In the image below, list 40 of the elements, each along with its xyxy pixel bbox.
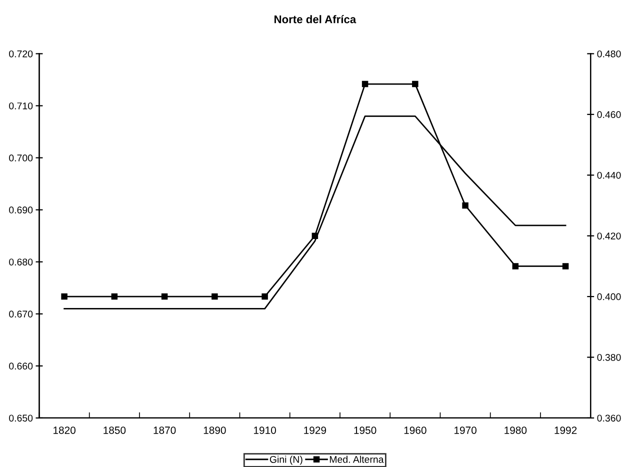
- x-tick-label: 1890: [204, 426, 226, 434]
- y2-tick-label: 0.400: [597, 293, 621, 300]
- y2-tick-label: 0.380: [597, 354, 621, 361]
- y-tick-label: 0.700: [9, 154, 33, 162]
- chart-title: Norte del Afríca: [274, 15, 356, 24]
- x-tick-label: 1992: [554, 426, 577, 434]
- y-tick-label: 0.680: [9, 258, 33, 266]
- point: [61, 293, 68, 300]
- y2-tick-label: 0.460: [597, 111, 621, 118]
- y-tick-label: 0.710: [9, 102, 33, 110]
- y-tick-label: 0.720: [9, 50, 33, 58]
- point: [512, 263, 519, 270]
- x-tick-label: 1910: [254, 426, 276, 434]
- y-tick-label: 0.690: [9, 206, 33, 214]
- legend-label: Gini (N): [270, 456, 302, 465]
- point: [462, 202, 468, 209]
- point: [412, 80, 418, 88]
- point: [312, 232, 318, 239]
- point: [212, 293, 218, 300]
- point: [262, 293, 268, 300]
- x-tick-label: 1970: [454, 426, 476, 434]
- x-tick-label: 1980: [504, 426, 527, 434]
- y2-tick-label: 0.480: [597, 50, 621, 58]
- point: [161, 293, 168, 300]
- x-tick-label: 1960: [404, 426, 426, 434]
- y-tick-label: 0.660: [9, 362, 33, 370]
- x-tick-label: 1929: [304, 426, 326, 434]
- y2-tick-label: 0.440: [597, 172, 621, 179]
- y2-tick-label: 0.360: [597, 414, 621, 422]
- x-tick-label: 1950: [354, 426, 376, 434]
- x-tick-label: 1820: [54, 426, 76, 434]
- x-tick-label: 1850: [104, 426, 126, 434]
- y2-tick-label: 0.420: [597, 232, 621, 240]
- x-tick-label: 1870: [154, 426, 176, 434]
- point: [362, 80, 368, 88]
- y-tick-label: 0.670: [9, 310, 33, 318]
- y-tick-label: 0.650: [9, 414, 33, 422]
- point: [111, 293, 118, 300]
- legend-label: Med. Alterna: [330, 456, 384, 463]
- point: [562, 263, 569, 270]
